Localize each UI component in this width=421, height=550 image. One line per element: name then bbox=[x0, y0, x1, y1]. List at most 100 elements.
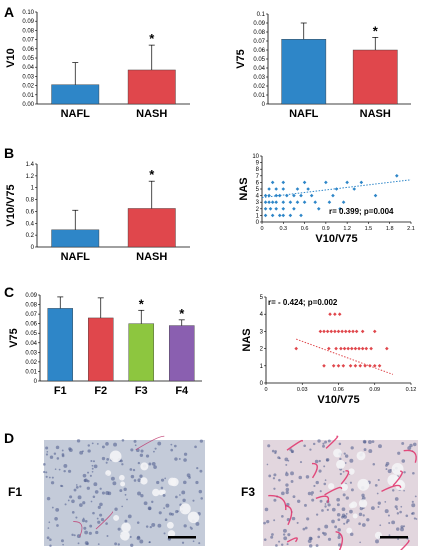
panel-letter-d: D bbox=[4, 430, 14, 446]
nucleus bbox=[173, 444, 177, 448]
nucleus bbox=[326, 508, 329, 511]
nucleus bbox=[114, 542, 118, 546]
nucleus bbox=[133, 439, 137, 443]
category-label: NAFL bbox=[61, 251, 91, 263]
data-point bbox=[292, 207, 296, 211]
panel-letter-a: A bbox=[4, 4, 14, 20]
nucleus bbox=[156, 480, 160, 485]
nucleus bbox=[76, 439, 81, 443]
nucleus bbox=[136, 535, 141, 539]
nucleus bbox=[126, 498, 128, 501]
data-point bbox=[267, 200, 271, 204]
x-tick-label: 0 bbox=[260, 226, 263, 232]
nucleus bbox=[378, 444, 382, 449]
nucleus bbox=[71, 499, 75, 504]
y-tick-label: 0.05 bbox=[253, 57, 265, 63]
nucleus bbox=[317, 535, 321, 539]
y-axis-label: V10/V75 bbox=[5, 184, 17, 226]
data-point bbox=[333, 312, 337, 316]
y-tick-label: 0.03 bbox=[22, 74, 34, 80]
nucleus bbox=[343, 452, 346, 455]
collagen-fiber bbox=[286, 439, 304, 451]
nucleus bbox=[401, 459, 406, 463]
nucleus bbox=[289, 448, 293, 452]
significance-star: * bbox=[373, 23, 379, 38]
scale-bar bbox=[380, 536, 408, 539]
data-point bbox=[327, 200, 332, 204]
nucleus bbox=[151, 522, 156, 527]
data-point bbox=[281, 213, 286, 218]
nucleus bbox=[183, 452, 188, 456]
data-point bbox=[343, 329, 348, 334]
y-tick-label: 0.09 bbox=[253, 21, 265, 27]
data-point bbox=[353, 346, 358, 351]
nucleus bbox=[91, 442, 94, 445]
nucleus bbox=[324, 505, 327, 508]
nucleus bbox=[323, 482, 327, 486]
nucleus bbox=[84, 530, 88, 535]
nucleus bbox=[318, 469, 322, 473]
nucleus bbox=[91, 467, 94, 470]
nucleus bbox=[349, 532, 354, 536]
nucleus bbox=[349, 509, 353, 514]
data-point bbox=[302, 200, 307, 204]
nucleus bbox=[263, 538, 267, 542]
nucleus bbox=[120, 459, 123, 463]
fat-vacuole bbox=[348, 468, 355, 475]
bar bbox=[168, 325, 195, 382]
nucleus bbox=[45, 446, 49, 450]
nucleus bbox=[76, 534, 81, 539]
nucleus bbox=[361, 523, 366, 527]
nucleus bbox=[121, 438, 125, 442]
nucleus bbox=[271, 449, 275, 453]
fat-vacuole bbox=[105, 470, 112, 477]
nucleus bbox=[175, 495, 178, 499]
nucleus bbox=[101, 491, 105, 495]
nucleus bbox=[121, 505, 124, 508]
nucleus bbox=[349, 458, 354, 463]
nucleus bbox=[400, 527, 404, 532]
data-point bbox=[268, 207, 273, 211]
nucleus bbox=[337, 518, 341, 522]
nucleus bbox=[322, 442, 325, 445]
nucleus bbox=[313, 484, 316, 488]
nucleus bbox=[73, 534, 76, 537]
nucleus bbox=[299, 461, 303, 464]
fat-vacuole bbox=[336, 459, 346, 469]
data-point bbox=[338, 207, 342, 211]
fat-vacuole bbox=[340, 483, 348, 491]
data-point bbox=[346, 346, 350, 351]
nucleus bbox=[311, 493, 313, 496]
nucleus bbox=[110, 476, 115, 481]
nucleus bbox=[377, 506, 380, 508]
nucleus bbox=[312, 442, 316, 446]
nucleus bbox=[97, 505, 101, 510]
nucleus bbox=[361, 496, 366, 501]
nucleus bbox=[273, 519, 276, 522]
data-point bbox=[340, 329, 344, 334]
y-tick-label: 0.09 bbox=[25, 293, 37, 299]
fat-vacuole bbox=[352, 513, 358, 519]
data-point bbox=[309, 193, 314, 198]
nucleus bbox=[285, 487, 290, 492]
nucleus bbox=[396, 512, 400, 515]
nucleus bbox=[305, 475, 310, 479]
x-tick-label: 0.9 bbox=[322, 226, 330, 232]
nucleus bbox=[290, 480, 294, 483]
nucleus bbox=[189, 526, 192, 529]
nucleus bbox=[153, 450, 155, 453]
data-point bbox=[313, 200, 318, 204]
nucleus bbox=[62, 543, 64, 546]
fat-vacuole bbox=[140, 462, 149, 471]
nucleus bbox=[84, 478, 88, 483]
nucleus bbox=[164, 477, 167, 480]
nucleus bbox=[346, 519, 350, 523]
fat-vacuole bbox=[152, 488, 160, 497]
nucleus bbox=[97, 520, 101, 524]
nucleus bbox=[48, 521, 51, 524]
y-tick-label: 0.02 bbox=[25, 360, 37, 366]
nucleus bbox=[192, 540, 195, 543]
nucleus bbox=[367, 440, 372, 444]
nucleus bbox=[388, 522, 391, 525]
nucleus bbox=[285, 490, 289, 495]
